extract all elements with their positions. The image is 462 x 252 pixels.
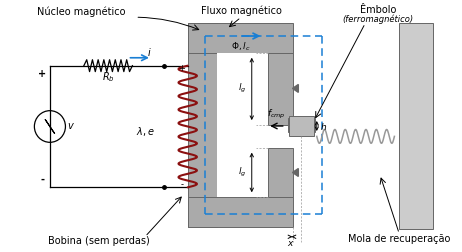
Text: $l_g$: $l_g$ xyxy=(237,82,246,96)
Text: Mola de recuperação: Mola de recuperação xyxy=(348,234,450,244)
Text: $R_b$: $R_b$ xyxy=(102,71,115,84)
Text: Êmbolo: Êmbolo xyxy=(360,5,396,15)
Polygon shape xyxy=(292,84,298,92)
Text: $v$: $v$ xyxy=(67,121,75,132)
Text: Fluxo magnético: Fluxo magnético xyxy=(201,5,281,16)
Text: $i$: $i$ xyxy=(146,46,151,58)
Bar xyxy=(188,23,292,53)
Bar xyxy=(188,23,217,227)
Bar xyxy=(217,53,268,197)
Bar xyxy=(268,53,292,125)
Text: Núcleo magnético: Núcleo magnético xyxy=(36,6,125,17)
Bar xyxy=(289,116,314,136)
Polygon shape xyxy=(292,169,298,176)
Text: +: + xyxy=(38,69,46,79)
Text: +: + xyxy=(178,64,185,73)
Bar xyxy=(268,148,292,197)
Bar xyxy=(399,23,433,229)
Text: $l_g$: $l_g$ xyxy=(237,166,246,179)
Bar xyxy=(188,197,292,227)
Text: $h$: $h$ xyxy=(320,120,327,132)
Text: Bobina (sem perdas): Bobina (sem perdas) xyxy=(48,236,149,246)
Text: $x$: $x$ xyxy=(287,239,294,248)
Text: -: - xyxy=(40,174,44,184)
Text: (ferromagnético): (ferromagnético) xyxy=(342,14,413,24)
Text: $f_{cmp}$: $f_{cmp}$ xyxy=(267,108,285,121)
Bar xyxy=(288,118,315,132)
Text: -: - xyxy=(180,180,183,189)
Text: $\Phi,l_c$: $\Phi,l_c$ xyxy=(231,41,251,53)
Text: $\lambda,e$: $\lambda,e$ xyxy=(136,125,154,138)
